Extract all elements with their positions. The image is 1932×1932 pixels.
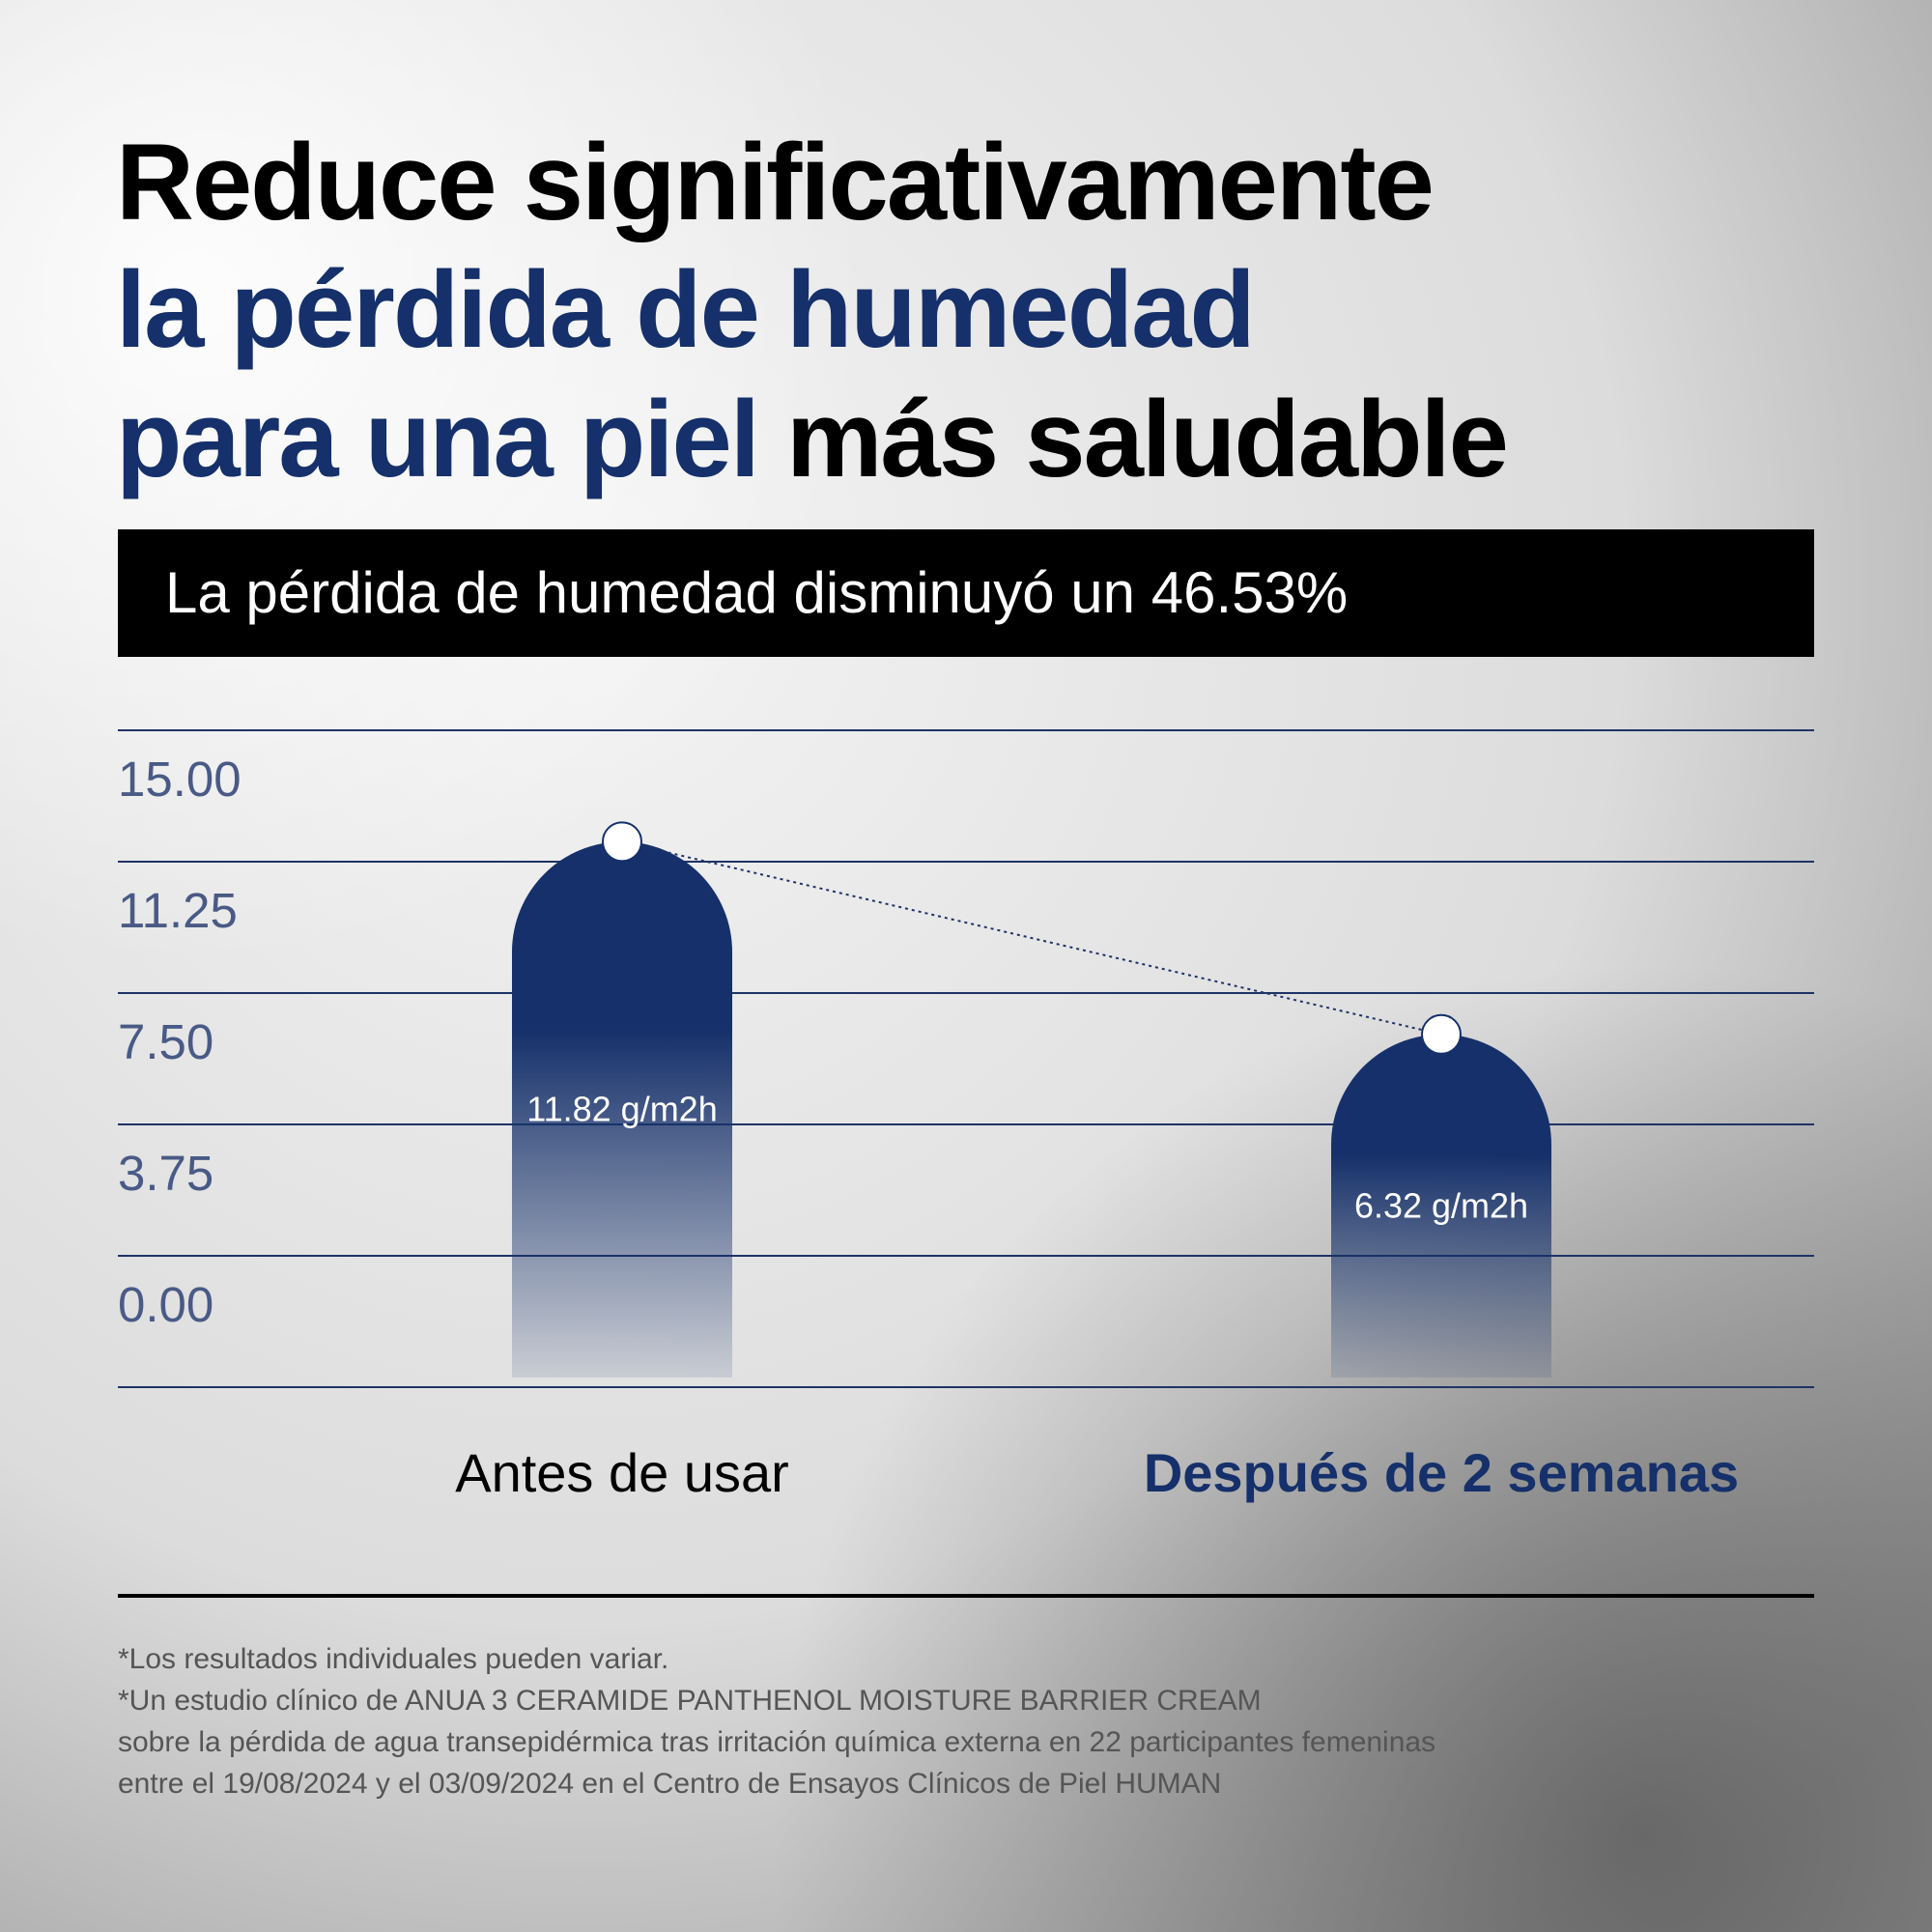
- bar: [1331, 1034, 1551, 1378]
- y-tick-label: 0.00: [118, 1277, 213, 1332]
- value-label: 6.32 g/m2h: [1354, 1185, 1528, 1225]
- value-dot: [602, 821, 642, 863]
- y-tick-label: 3.75: [118, 1146, 213, 1201]
- title-segment: para una piel: [116, 379, 758, 499]
- footnote: *Los resultados individuales pueden vari…: [118, 1643, 668, 1675]
- footnote: entre el 19/08/2024 y el 03/09/2024 en e…: [118, 1768, 1221, 1800]
- value-label: 11.82 g/m2h: [526, 1090, 717, 1129]
- title-segment: Reduce significativamente: [116, 122, 1433, 242]
- title-segment: más saludable: [758, 379, 1507, 499]
- chart-title-line: la pérdida de humedad: [116, 249, 1254, 370]
- trend-line: [621, 840, 1442, 1036]
- footnote: *Un estudio clínico de ANUA 3 CERAMIDE P…: [118, 1685, 1262, 1717]
- title-segment: la pérdida de humedad: [116, 249, 1254, 370]
- subtitle: La pérdida de humedad disminuyó un 46.53…: [165, 560, 1348, 625]
- x-tick-label: Después de 2 semanas: [1144, 1442, 1739, 1503]
- y-tick-label: 7.50: [118, 1014, 213, 1069]
- footnote: sobre la pérdida de agua transepidérmica…: [118, 1726, 1435, 1758]
- y-tick-label: 15.00: [118, 752, 242, 807]
- subtitle-band: [118, 529, 1814, 657]
- value-dot: [1421, 1013, 1462, 1055]
- chart-title-line: Reduce significativamente: [116, 122, 1433, 242]
- chart-title-line: para una piel más saludable: [116, 379, 1507, 499]
- x-tick-label: Antes de usar: [455, 1442, 789, 1503]
- y-tick-label: 11.25: [118, 883, 238, 938]
- bar: [512, 841, 732, 1378]
